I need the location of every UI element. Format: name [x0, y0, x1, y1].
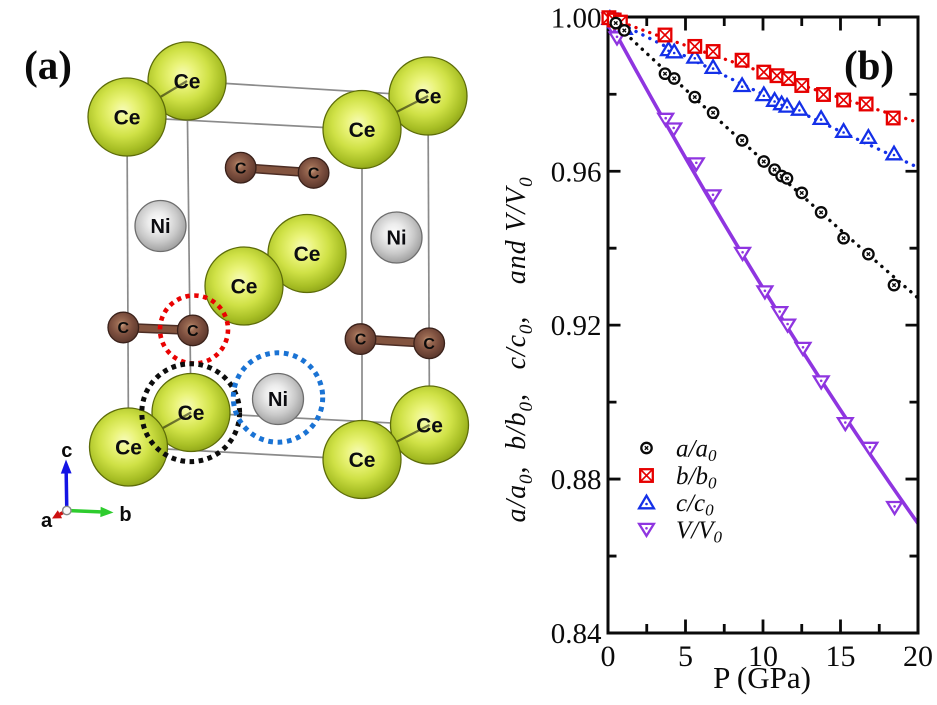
svg-text:Ce: Ce	[294, 243, 321, 266]
svg-text:20: 20	[903, 640, 933, 673]
svg-text:Ni: Ni	[387, 228, 407, 250]
svg-text:0.84: 0.84	[551, 618, 602, 650]
svg-text:Ce: Ce	[349, 449, 376, 472]
svg-text:0.88: 0.88	[551, 464, 602, 496]
svg-text:a: a	[41, 510, 53, 532]
svg-text:P (GPa): P (GPa)	[713, 660, 811, 695]
svg-text:0.92: 0.92	[551, 310, 602, 342]
svg-text:C: C	[355, 332, 367, 349]
svg-text:Ce: Ce	[349, 119, 376, 142]
svg-text:b: b	[119, 504, 131, 526]
svg-text:0.96: 0.96	[551, 156, 602, 188]
svg-text:5: 5	[678, 640, 693, 673]
svg-text:Ni: Ni	[268, 389, 288, 411]
svg-text:Ce: Ce	[231, 275, 258, 298]
svg-text:Ce: Ce	[178, 402, 205, 425]
svg-text:a/a0, b/b0, c/c0, and V/: a/a0, b/b0, c/c0, and V/V0	[501, 176, 537, 522]
svg-text:(b): (b)	[844, 42, 894, 88]
svg-text:C: C	[235, 160, 247, 177]
svg-text:C: C	[118, 320, 130, 337]
svg-text:C: C	[423, 336, 435, 353]
svg-text:C: C	[187, 323, 199, 340]
svg-text:C: C	[308, 166, 320, 183]
svg-text:15: 15	[826, 640, 856, 673]
svg-text:Ce: Ce	[415, 85, 442, 108]
svg-text:Ce: Ce	[115, 436, 142, 459]
svg-text:c: c	[61, 440, 72, 462]
svg-text:1.00: 1.00	[551, 2, 602, 34]
svg-text:10: 10	[748, 640, 778, 673]
svg-text:Ce: Ce	[174, 70, 201, 93]
svg-text:(a): (a)	[24, 42, 72, 88]
svg-text:0: 0	[601, 640, 616, 673]
svg-text:Ce: Ce	[114, 106, 141, 129]
svg-text:Ce: Ce	[416, 414, 443, 437]
svg-text:Ni: Ni	[151, 216, 171, 238]
